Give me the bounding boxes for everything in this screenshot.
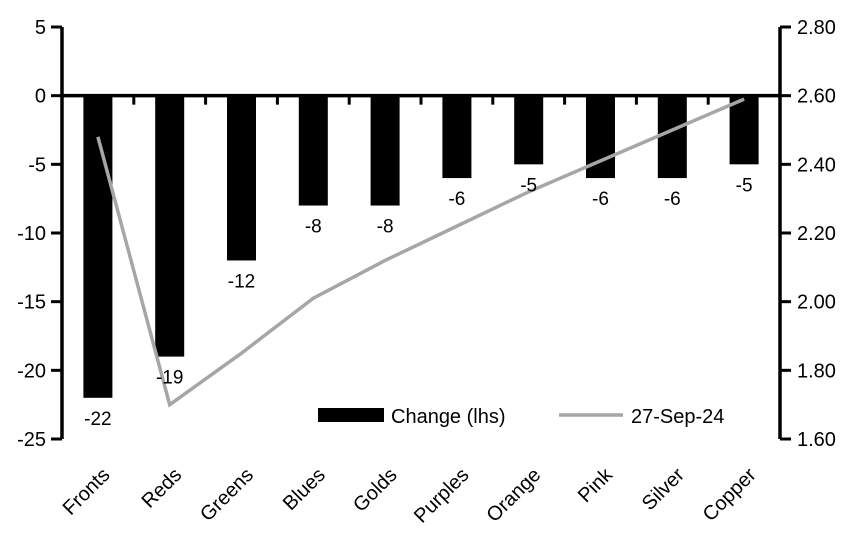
- left-axis-label: -25: [17, 429, 46, 451]
- right-axis-label: 2.20: [797, 223, 836, 245]
- bar-data-label: -6: [664, 189, 681, 210]
- left-axis-label: -20: [17, 360, 46, 382]
- category-label: Greens: [196, 464, 258, 526]
- bar-data-label: -8: [377, 217, 394, 238]
- right-axis-label: 1.80: [797, 360, 836, 382]
- bar-greens: [227, 95, 256, 261]
- bar-data-label: -5: [520, 175, 537, 196]
- bar-golds: [370, 95, 400, 206]
- bar-data-label: -6: [448, 189, 465, 210]
- legend-label-line: 27-Sep-24: [631, 406, 724, 428]
- bar-blues: [298, 95, 328, 206]
- category-label: Fronts: [59, 464, 115, 520]
- category-label: Copper: [699, 464, 761, 526]
- bar-purples: [442, 95, 472, 179]
- left-axis-label: -10: [17, 223, 46, 245]
- category-label: Purples: [410, 464, 474, 528]
- right-axis-label: 2.60: [797, 86, 836, 108]
- bar-data-label: -19: [156, 368, 183, 389]
- legend-label-bar: Change (lhs): [391, 406, 506, 428]
- right-axis-label: 2.80: [797, 17, 836, 39]
- category-label: Blues: [279, 464, 330, 515]
- bar-data-label: -12: [228, 271, 255, 292]
- bar-data-label: -5: [736, 175, 753, 196]
- category-label: Silver: [638, 464, 689, 515]
- bar-reds: [155, 95, 185, 357]
- legend-swatch-bar: [318, 408, 384, 422]
- bar-fronts: [83, 95, 113, 398]
- bar-orange: [514, 95, 544, 165]
- category-label: Reds: [138, 464, 187, 513]
- category-label: Pink: [574, 463, 618, 507]
- right-axis-label: 2.40: [797, 154, 836, 176]
- bar-silver: [657, 95, 687, 179]
- left-axis-label: -15: [17, 292, 46, 314]
- bar-data-label: -22: [84, 409, 111, 430]
- left-axis-label: 5: [35, 17, 46, 39]
- bar-data-label: -8: [305, 217, 322, 238]
- category-label: Golds: [349, 464, 402, 517]
- bar-data-label: -6: [592, 189, 609, 210]
- left-axis-label: 0: [35, 86, 46, 108]
- right-axis-label: 1.60: [797, 429, 836, 451]
- category-label: Orange: [483, 464, 546, 527]
- right-axis-label: 2.00: [797, 292, 836, 314]
- bar-copper: [729, 95, 759, 165]
- series-line: [96, 97, 745, 408]
- left-axis-label: -5: [28, 154, 46, 176]
